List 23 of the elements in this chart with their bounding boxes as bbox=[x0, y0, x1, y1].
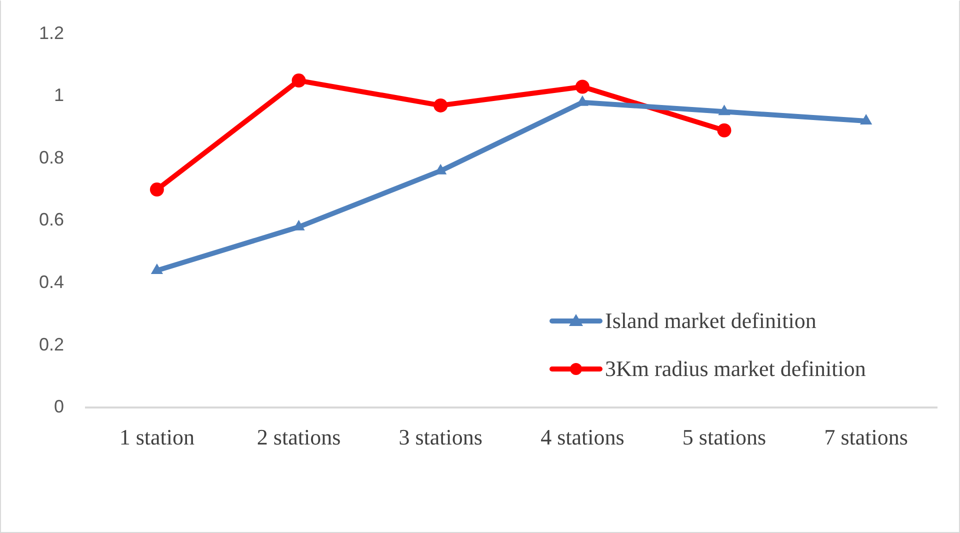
y-tick-label: 0.8 bbox=[38, 147, 64, 168]
point bbox=[717, 123, 732, 138]
x-tick-label: 5 stations bbox=[682, 424, 766, 450]
point bbox=[860, 114, 872, 125]
point bbox=[150, 264, 163, 274]
point bbox=[434, 98, 448, 112]
y-tick-label: 0.4 bbox=[38, 272, 64, 292]
x-tick-label: 7 stations bbox=[824, 424, 908, 450]
legend-label: 3Km radius market definition bbox=[605, 356, 866, 382]
point bbox=[292, 74, 306, 88]
x-tick-label: 3 stations bbox=[398, 424, 482, 450]
point bbox=[150, 182, 164, 197]
x-tick-label: 1 station bbox=[119, 424, 195, 450]
x-tick-label: 4 stations bbox=[540, 424, 624, 450]
x-tick-label: 2 stations bbox=[256, 424, 341, 450]
y-tick-label: 0 bbox=[54, 396, 64, 417]
y-tick-label: 0.2 bbox=[38, 334, 64, 354]
y-tick-label: 1 bbox=[54, 85, 64, 106]
y-tick-label: 0.6 bbox=[38, 210, 64, 230]
point bbox=[575, 80, 590, 94]
legend-label: Island market definition bbox=[605, 308, 816, 334]
y-tick-label: 1.2 bbox=[38, 22, 64, 43]
point bbox=[718, 104, 730, 116]
